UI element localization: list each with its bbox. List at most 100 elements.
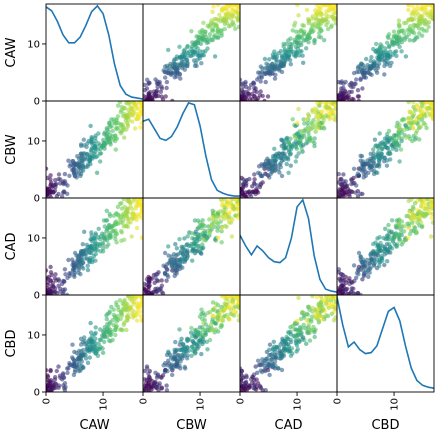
scatter-point <box>333 295 337 299</box>
scatter-point <box>84 152 90 157</box>
scatter-point <box>312 136 317 141</box>
scatter-point <box>411 104 416 110</box>
scatter-point <box>361 257 366 262</box>
scatter-point <box>341 172 346 177</box>
scatter-point <box>75 154 80 159</box>
scatter-point <box>404 124 409 130</box>
scatter-point <box>411 212 416 217</box>
scatter-point <box>120 213 125 219</box>
x-tick-label: 10 <box>293 398 304 411</box>
scatter-point <box>219 28 224 33</box>
scatter-point <box>174 348 179 354</box>
scatter-point <box>285 49 290 54</box>
scatter-point <box>262 56 268 62</box>
scatter-point <box>358 66 363 72</box>
scatter-point <box>224 4 230 8</box>
scatter-point <box>48 177 53 182</box>
scatter-point <box>341 179 346 184</box>
scatter-point <box>65 366 70 371</box>
scatter-point <box>407 231 413 237</box>
scatter-point <box>366 268 371 273</box>
scatter-point <box>102 232 107 237</box>
scatter-point <box>177 237 182 242</box>
scatter-point <box>181 244 186 250</box>
scatter-point <box>121 198 126 202</box>
scatter-point <box>61 179 66 184</box>
scatter-point <box>267 166 272 171</box>
scatter-point <box>412 201 418 206</box>
scatter-point <box>375 253 381 258</box>
scatter-point <box>368 252 373 257</box>
scatter-point <box>169 254 174 259</box>
scatter-point <box>166 358 171 363</box>
scatter-point <box>327 8 332 13</box>
scatter-point <box>65 370 70 375</box>
scatter-point <box>209 224 214 229</box>
scatter-point <box>326 105 331 110</box>
scatter-point <box>139 235 143 240</box>
scatter-point <box>240 366 243 371</box>
scatter-point <box>236 4 240 8</box>
scatter-point <box>113 327 118 333</box>
scatter-point <box>122 237 127 242</box>
panel-cad-vs-cbw <box>143 198 240 295</box>
scatter-point <box>146 374 152 379</box>
scatter-point <box>383 247 388 252</box>
scatter-point <box>106 233 111 238</box>
scatter-point <box>100 249 106 254</box>
x-tick-label: 0 <box>139 398 150 404</box>
scatter-point <box>189 29 194 34</box>
panel-caw-vs-cad <box>240 4 337 101</box>
scatter-point <box>310 125 315 130</box>
scatter-point <box>430 220 434 225</box>
scatter-point <box>298 140 303 146</box>
scatter-point <box>149 292 154 295</box>
scatter-point <box>93 336 98 341</box>
labels-layer: CAW CAW CBW CBW CAD CAD CBD CBD <box>4 37 400 433</box>
scatter-point <box>318 35 324 40</box>
scatter-point <box>199 223 204 228</box>
scatter-point <box>247 93 252 98</box>
scatter-point <box>114 323 119 329</box>
scatter-point <box>252 172 257 177</box>
scatter-point <box>97 337 103 342</box>
scatter-point <box>385 259 390 264</box>
scatter-point <box>403 54 409 59</box>
y-tick-label: 0 <box>34 291 40 302</box>
scatter-point <box>383 58 388 63</box>
scatter-point <box>418 14 424 19</box>
scatter-point <box>244 194 249 198</box>
scatter-point <box>267 347 272 352</box>
scatter-point <box>299 147 304 152</box>
scatter-point <box>181 54 187 59</box>
scatter-point <box>274 154 280 160</box>
scatter-point <box>88 255 93 261</box>
scatter-point <box>187 53 192 58</box>
scatter-point <box>273 159 278 164</box>
scatter-point <box>371 157 377 162</box>
scatter-point <box>392 232 397 237</box>
scatter-point <box>346 190 351 195</box>
scatter-point <box>360 268 366 273</box>
scatter-point <box>54 382 59 387</box>
scatter-point <box>298 27 304 33</box>
scatter-point <box>306 127 311 132</box>
scatter-point <box>66 257 71 263</box>
scatter-point <box>222 301 227 306</box>
scatter-point <box>368 163 373 168</box>
scatter-point <box>310 122 315 127</box>
scatter-point <box>395 120 400 126</box>
scatter-point <box>415 4 420 8</box>
scatter-point <box>131 212 136 217</box>
scatter-point <box>390 237 395 243</box>
scatter-point <box>236 215 240 221</box>
scatter-point <box>181 49 186 54</box>
scatter-point <box>430 15 434 20</box>
scatter-point <box>262 163 267 168</box>
scatter-point <box>263 66 268 71</box>
scatter-point <box>267 66 272 71</box>
scatter-point <box>157 81 162 86</box>
scatter-point <box>139 304 143 309</box>
scatter-point <box>389 60 394 65</box>
scatter-point <box>354 275 359 280</box>
